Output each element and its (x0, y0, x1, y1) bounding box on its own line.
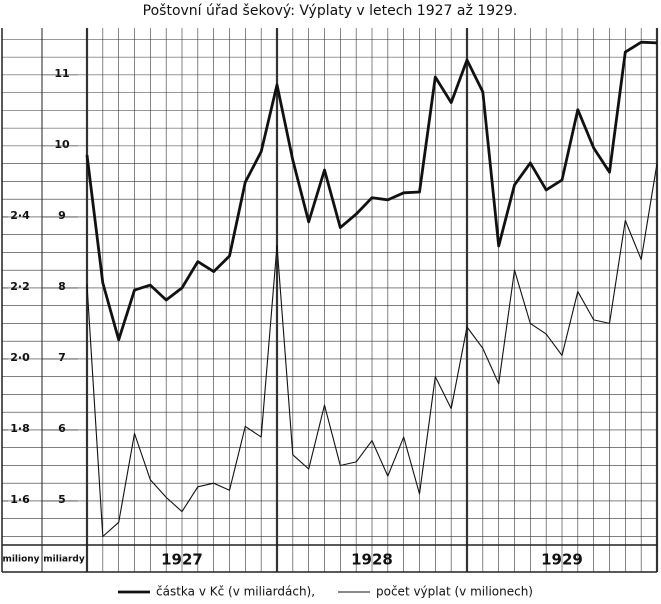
year-label: 1928 (351, 551, 393, 569)
y2-axis-label: miliony (2, 555, 39, 565)
y-tick-label: 7 (58, 351, 66, 364)
legend-label: částka v Kč (v miliardách), (156, 585, 315, 599)
y-tick-label: 8 (58, 280, 66, 293)
year-label: 1927 (161, 551, 203, 569)
y2-tick-label: 1·6 (10, 493, 30, 506)
y-tick-label: 9 (58, 209, 66, 222)
series-line (85, 40, 658, 342)
y2-tick-label: 2·2 (10, 280, 30, 293)
y2-tick-label: 1·8 (10, 422, 30, 435)
y-tick-label: 10 (54, 138, 70, 151)
y2-tick-label: 2·4 (10, 209, 30, 222)
legend-label: počet výplat (v milionech) (376, 585, 533, 599)
series-line (86, 163, 658, 538)
y-tick-label: 6 (58, 422, 66, 435)
year-label: 1929 (541, 551, 583, 569)
y-tick-label: 5 (58, 493, 66, 506)
y2-tick-label: 2·0 (10, 351, 30, 364)
y-axis-label: miliardy (43, 555, 85, 565)
chart-title: Poštovní úřad šekový: Výplaty v letech 1… (143, 3, 518, 19)
y-tick-label: 11 (54, 67, 69, 80)
